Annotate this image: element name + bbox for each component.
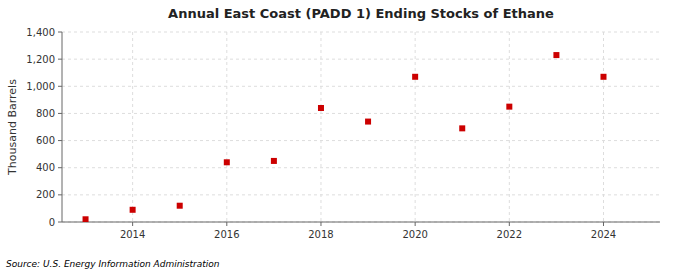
y-tick-label: 800 [36, 108, 55, 119]
grid-line-y [62, 86, 660, 87]
y-tick-label: 0 [49, 217, 55, 228]
x-tick-label: 2016 [214, 229, 239, 240]
y-tick [58, 32, 62, 33]
y-tick-label: 1,200 [26, 54, 55, 65]
point [224, 159, 230, 165]
point [412, 74, 418, 80]
point [459, 125, 465, 131]
grid-line-y [62, 32, 660, 33]
y-tick-label: 600 [36, 135, 55, 146]
y-tick [58, 140, 62, 141]
x-tick-label: 2014 [120, 229, 145, 240]
y-tick-label: 1,400 [26, 27, 55, 38]
x-tick [226, 222, 227, 226]
point [553, 52, 559, 58]
grid-line-y [62, 59, 660, 60]
y-axis-label: Thousand Barrels [6, 79, 19, 176]
grid-line-x [226, 32, 227, 222]
y-tick [58, 222, 62, 223]
point [506, 104, 512, 110]
y-tick [58, 59, 62, 60]
point [365, 119, 371, 125]
x-tick-label: 2020 [402, 229, 427, 240]
source: Source: U.S. Energy Information Administ… [6, 259, 220, 269]
grid-line-x [603, 32, 604, 222]
grid-line-y [62, 194, 660, 195]
grid-line-x [415, 32, 416, 222]
x-tick [132, 222, 133, 226]
grid-line-x [509, 32, 510, 222]
y-tick-label: 200 [36, 189, 55, 200]
x-tick-label: 2018 [308, 229, 333, 240]
grid-line-x [320, 32, 321, 222]
point [130, 207, 136, 213]
x-tick [509, 222, 510, 226]
x-tick-label: 2024 [591, 229, 616, 240]
title: Annual East Coast (PADD 1) Ending Stocks… [168, 6, 554, 21]
y-tick-label: 1,000 [26, 81, 55, 92]
x-tick [320, 222, 321, 226]
point [318, 105, 324, 111]
grid-line-x [132, 32, 133, 222]
point [600, 74, 606, 80]
y-tick [58, 113, 62, 114]
point [83, 216, 89, 222]
point [271, 158, 277, 164]
x-axis-line [62, 222, 660, 223]
grid-line-y [62, 140, 660, 141]
grid [62, 32, 660, 222]
y-tick-label: 400 [36, 162, 55, 173]
y-tick [58, 167, 62, 168]
point [177, 203, 183, 209]
x-tick [415, 222, 416, 226]
y-tick [58, 86, 62, 87]
chart: Annual East Coast (PADD 1) Ending Stocks… [0, 0, 675, 275]
x-tick [603, 222, 604, 226]
grid-line-y [62, 167, 660, 168]
grid-line-y [62, 222, 660, 223]
x-tick-label: 2022 [497, 229, 522, 240]
y-tick [58, 194, 62, 195]
y-axis-line [62, 32, 63, 222]
grid-line-y [62, 113, 660, 114]
points [83, 52, 607, 222]
